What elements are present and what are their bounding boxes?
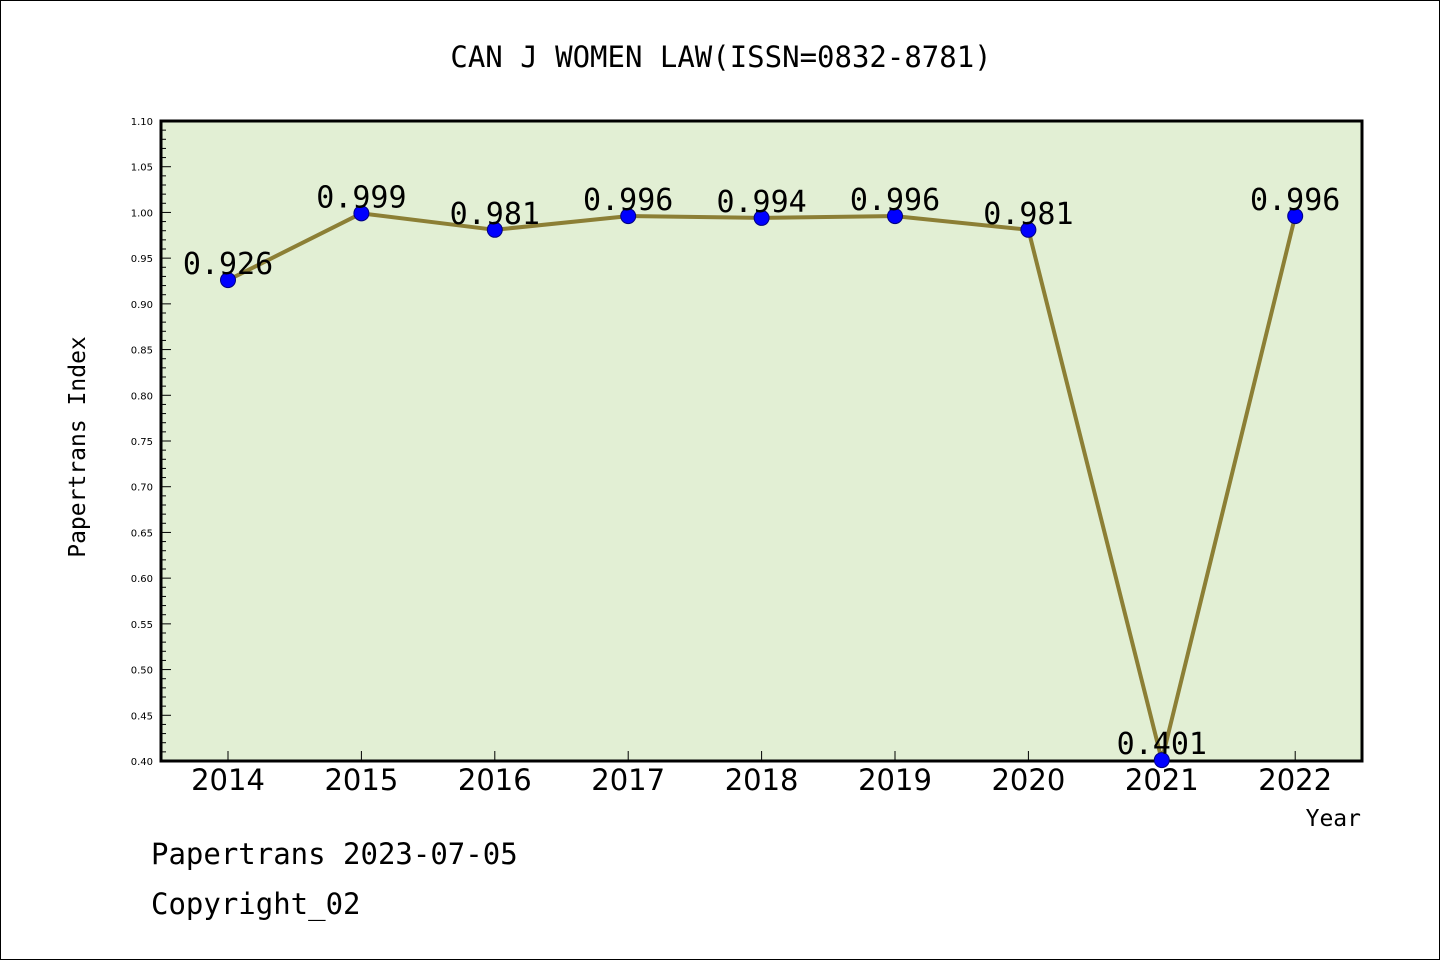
x-tick-label: 2014	[191, 763, 265, 797]
y-tick-label: 0.40	[131, 757, 153, 768]
data-label: 0.401	[1117, 727, 1207, 762]
data-point	[353, 205, 370, 222]
plot-area	[159, 119, 1364, 763]
data-point	[887, 208, 903, 225]
data-point	[1020, 221, 1037, 238]
data-labels: 0.926 0.999 0.981 0.996 0.994 0.996 0.981 0.401…	[183, 180, 1341, 762]
y-tick-label: 0.65	[131, 528, 153, 539]
y-tick-label: 0.50	[131, 666, 153, 677]
data-point	[220, 272, 236, 289]
data-point	[486, 221, 503, 238]
x-tick-label: 2018	[725, 763, 799, 797]
data-point	[1153, 752, 1170, 769]
y-tick-label: 0.55	[131, 620, 153, 631]
y-axis: 0.40 0.45 0.50 0.55 0.60 0.65 0.70 0.75 0.80 0.85…	[131, 117, 171, 768]
data-label: 0.999	[316, 180, 406, 215]
x-tick-label: 2016	[458, 763, 532, 797]
y-tick-label: 1.00	[131, 208, 153, 219]
x-tick-label: 2015	[324, 763, 398, 797]
y-tick-label: 1.05	[131, 163, 153, 174]
y-tick-label: 0.90	[131, 300, 153, 311]
series-papertrans-index	[220, 205, 1304, 769]
data-label: 0.996	[1250, 183, 1340, 218]
x-axis: 2014 2015 2016 2017 2018 2019 2020 2021 2022	[191, 751, 1332, 797]
y-tick-label: 0.45	[131, 711, 153, 722]
data-point	[620, 208, 637, 225]
x-tick-label: 2017	[591, 763, 665, 797]
y-tick-label: 0.70	[131, 483, 153, 494]
footer-copyright: Copyright_02	[151, 887, 361, 922]
data-label: 0.981	[450, 197, 540, 232]
x-axis-label: Year	[1306, 806, 1361, 832]
chart-title: CAN J WOMEN LAW(ISSN=0832-8781)	[450, 40, 991, 74]
y-axis-label: Papertrans Index	[65, 336, 91, 558]
y-tick-label: 0.80	[131, 391, 153, 402]
x-tick-label: 2020	[991, 763, 1065, 797]
data-label: 0.996	[583, 183, 673, 218]
x-tick-label: 2019	[858, 763, 932, 797]
y-tick-label: 0.95	[131, 254, 153, 265]
y-tick-label: 0.60	[131, 574, 153, 585]
data-point	[753, 209, 770, 226]
data-label: 0.994	[716, 185, 806, 220]
data-label: 0.926	[183, 247, 273, 282]
y-tick-label: 0.75	[131, 437, 153, 448]
x-tick-label: 2022	[1258, 763, 1332, 797]
y-tick-label: 1.10	[131, 117, 153, 128]
x-tick-label: 2021	[1125, 763, 1199, 797]
y-tick-label: 0.85	[131, 346, 153, 357]
data-label: 0.981	[983, 197, 1073, 232]
data-label: 0.996	[850, 183, 940, 218]
footer-date: Papertrans 2023-07-05	[151, 837, 518, 871]
data-point	[1287, 208, 1304, 225]
